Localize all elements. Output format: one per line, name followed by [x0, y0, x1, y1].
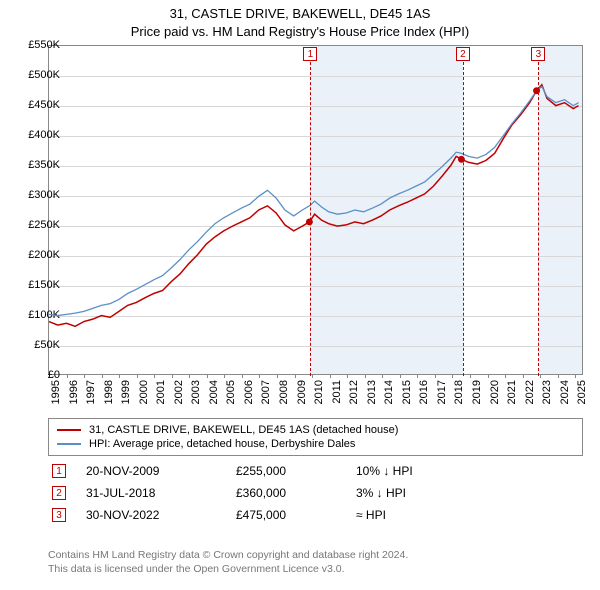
x-axis-label: 2025 [576, 380, 588, 420]
chart-container: 31, CASTLE DRIVE, BAKEWELL, DE45 1AS Pri… [0, 0, 600, 590]
chart-title-address: 31, CASTLE DRIVE, BAKEWELL, DE45 1AS [0, 6, 600, 21]
x-axis-label: 2019 [471, 380, 483, 420]
sales-row: 1 20-NOV-2009 £255,000 10% ↓ HPI [48, 460, 583, 482]
footer-copyright: Contains HM Land Registry data © Crown c… [48, 548, 583, 562]
sales-delta: 3% ↓ HPI [356, 486, 476, 500]
sales-price: £475,000 [236, 508, 356, 522]
x-axis-label: 2011 [331, 380, 343, 420]
sales-table: 1 20-NOV-2009 £255,000 10% ↓ HPI 2 31-JU… [48, 460, 583, 526]
chart-marker-icon: 3 [531, 47, 545, 61]
legend-label: 31, CASTLE DRIVE, BAKEWELL, DE45 1AS (de… [89, 424, 398, 436]
x-axis-label: 2004 [208, 380, 220, 420]
sales-marker-icon: 3 [52, 508, 66, 522]
sales-price: £255,000 [236, 464, 356, 478]
sales-price: £360,000 [236, 486, 356, 500]
sales-date: 20-NOV-2009 [86, 464, 236, 478]
x-axis-label: 2024 [559, 380, 571, 420]
chart-footer: Contains HM Land Registry data © Crown c… [48, 548, 583, 576]
x-axis-label: 2008 [278, 380, 290, 420]
x-axis-label: 2023 [541, 380, 553, 420]
sales-marker-icon: 2 [52, 486, 66, 500]
sales-date: 31-JUL-2018 [86, 486, 236, 500]
chart-series-hpi [49, 87, 579, 316]
chart-marker-icon: 2 [456, 47, 470, 61]
x-axis-label: 2009 [296, 380, 308, 420]
x-axis-label: 2003 [190, 380, 202, 420]
sales-date: 30-NOV-2022 [86, 508, 236, 522]
footer-licence: This data is licensed under the Open Gov… [48, 562, 583, 576]
x-axis-label: 2017 [436, 380, 448, 420]
legend-swatch-price-paid [57, 429, 81, 431]
x-axis-label: 2022 [524, 380, 536, 420]
x-axis-label: 2010 [313, 380, 325, 420]
x-axis-label: 1999 [120, 380, 132, 420]
x-axis-label: 2016 [418, 380, 430, 420]
legend-swatch-hpi [57, 443, 81, 445]
legend-row: 31, CASTLE DRIVE, BAKEWELL, DE45 1AS (de… [57, 423, 574, 437]
sales-marker-icon: 1 [52, 464, 66, 478]
x-axis-label: 2020 [489, 380, 501, 420]
sales-delta: ≈ HPI [356, 508, 476, 522]
x-axis-label: 2005 [225, 380, 237, 420]
x-axis-label: 2012 [348, 380, 360, 420]
chart-series-price_paid [49, 85, 579, 327]
x-axis-label: 2006 [243, 380, 255, 420]
x-axis-label: 1996 [68, 380, 80, 420]
x-axis-label: 2000 [138, 380, 150, 420]
x-axis-label: 2007 [260, 380, 272, 420]
chart-lines-svg [49, 46, 582, 374]
legend-row: HPI: Average price, detached house, Derb… [57, 437, 574, 451]
x-axis-label: 2015 [401, 380, 413, 420]
legend-label: HPI: Average price, detached house, Derb… [89, 438, 355, 450]
chart-marker-icon: 1 [303, 47, 317, 61]
sales-delta: 10% ↓ HPI [356, 464, 476, 478]
x-axis-label: 2013 [366, 380, 378, 420]
sales-row: 3 30-NOV-2022 £475,000 ≈ HPI [48, 504, 583, 526]
x-axis-label: 2018 [453, 380, 465, 420]
x-axis-label: 2021 [506, 380, 518, 420]
chart-title-subtitle: Price paid vs. HM Land Registry's House … [0, 24, 600, 39]
sales-row: 2 31-JUL-2018 £360,000 3% ↓ HPI [48, 482, 583, 504]
x-axis-label: 2014 [383, 380, 395, 420]
x-axis-label: 2001 [155, 380, 167, 420]
x-axis-label: 2002 [173, 380, 185, 420]
x-axis-label: 1998 [103, 380, 115, 420]
x-axis-label: 1997 [85, 380, 97, 420]
x-axis-label: 1995 [50, 380, 62, 420]
legend-box: 31, CASTLE DRIVE, BAKEWELL, DE45 1AS (de… [48, 418, 583, 456]
chart-plot-area: 1 2 3 [48, 45, 583, 375]
